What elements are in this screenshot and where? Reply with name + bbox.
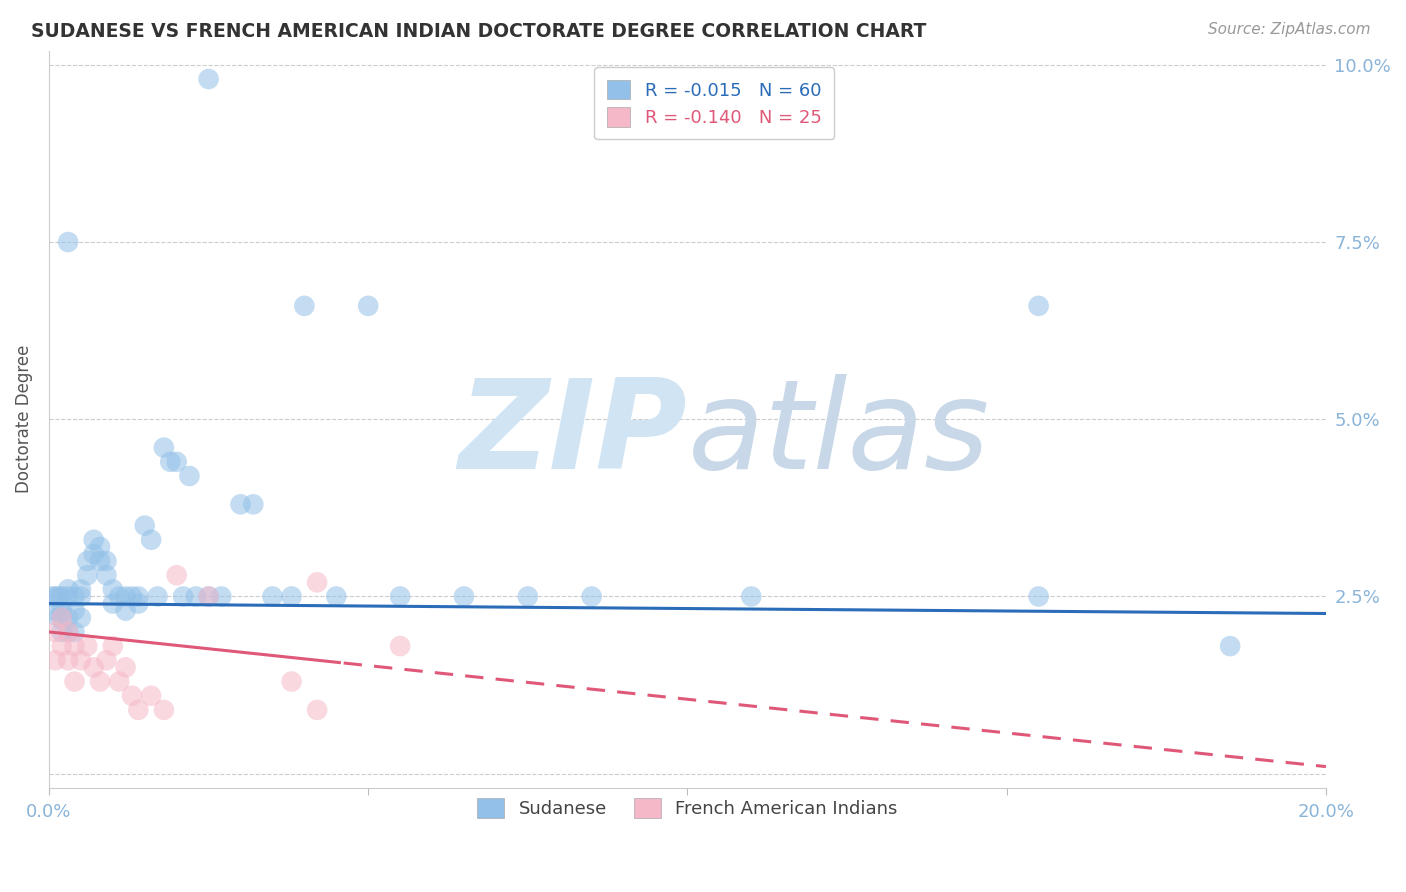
Point xyxy=(56,624,79,639)
Point xyxy=(51,639,73,653)
Point xyxy=(127,590,149,604)
Point xyxy=(51,590,73,604)
Point xyxy=(179,469,201,483)
Point xyxy=(139,689,162,703)
Point xyxy=(197,72,219,87)
Point xyxy=(1028,299,1050,313)
Point xyxy=(56,653,79,667)
Point xyxy=(41,590,63,604)
Point xyxy=(48,611,70,625)
Point xyxy=(63,604,86,618)
Legend: Sudanese, French American Indians: Sudanese, French American Indians xyxy=(468,789,907,827)
Point xyxy=(453,590,475,604)
Point xyxy=(357,299,380,313)
Point xyxy=(96,653,118,667)
Point xyxy=(56,235,79,249)
Point xyxy=(101,597,124,611)
Point xyxy=(51,624,73,639)
Point xyxy=(101,639,124,653)
Text: Source: ZipAtlas.com: Source: ZipAtlas.com xyxy=(1208,22,1371,37)
Point xyxy=(307,575,329,590)
Point xyxy=(96,568,118,582)
Text: ZIP: ZIP xyxy=(458,374,688,494)
Point xyxy=(307,703,329,717)
Point xyxy=(44,653,66,667)
Point xyxy=(153,441,176,455)
Point xyxy=(76,568,98,582)
Point xyxy=(740,590,762,604)
Point xyxy=(70,590,93,604)
Point xyxy=(581,590,603,604)
Point xyxy=(1028,590,1050,604)
Point xyxy=(127,703,149,717)
Point xyxy=(114,590,136,604)
Point xyxy=(127,597,149,611)
Point xyxy=(166,568,188,582)
Point xyxy=(63,624,86,639)
Text: SUDANESE VS FRENCH AMERICAN INDIAN DOCTORATE DEGREE CORRELATION CHART: SUDANESE VS FRENCH AMERICAN INDIAN DOCTO… xyxy=(31,22,927,41)
Point xyxy=(108,590,131,604)
Point xyxy=(89,674,111,689)
Text: atlas: atlas xyxy=(688,374,990,494)
Point xyxy=(51,611,73,625)
Point xyxy=(121,590,143,604)
Point xyxy=(56,590,79,604)
Point xyxy=(101,582,124,597)
Point xyxy=(56,611,79,625)
Point xyxy=(63,590,86,604)
Point xyxy=(70,582,93,597)
Point xyxy=(83,533,105,547)
Point xyxy=(56,582,79,597)
Point xyxy=(197,590,219,604)
Point xyxy=(280,674,302,689)
Point xyxy=(209,590,232,604)
Point xyxy=(70,611,93,625)
Point xyxy=(44,604,66,618)
Point xyxy=(292,299,315,313)
Point xyxy=(108,674,131,689)
Point xyxy=(44,590,66,604)
Point xyxy=(389,639,412,653)
Point xyxy=(70,653,93,667)
Point xyxy=(184,590,207,604)
Point xyxy=(48,590,70,604)
Point xyxy=(153,703,176,717)
Point xyxy=(63,674,86,689)
Point xyxy=(63,639,86,653)
Point xyxy=(389,590,412,604)
Point xyxy=(280,590,302,604)
Point xyxy=(197,590,219,604)
Point xyxy=(1219,639,1241,653)
Point xyxy=(83,547,105,561)
Point xyxy=(229,497,252,511)
Point xyxy=(146,590,169,604)
Point xyxy=(83,660,105,674)
Point xyxy=(159,455,181,469)
Point xyxy=(56,624,79,639)
Point xyxy=(44,624,66,639)
Point xyxy=(51,604,73,618)
Point xyxy=(134,518,156,533)
Point xyxy=(114,660,136,674)
Point xyxy=(139,533,162,547)
Point xyxy=(96,554,118,568)
Point xyxy=(242,497,264,511)
Point xyxy=(89,540,111,554)
Point xyxy=(114,604,136,618)
Point xyxy=(51,611,73,625)
Point xyxy=(76,554,98,568)
Point xyxy=(121,689,143,703)
Point xyxy=(166,455,188,469)
Point xyxy=(325,590,347,604)
Point xyxy=(172,590,194,604)
Point xyxy=(76,639,98,653)
Point xyxy=(89,554,111,568)
Point xyxy=(516,590,538,604)
Y-axis label: Doctorate Degree: Doctorate Degree xyxy=(15,345,32,493)
Point xyxy=(262,590,284,604)
